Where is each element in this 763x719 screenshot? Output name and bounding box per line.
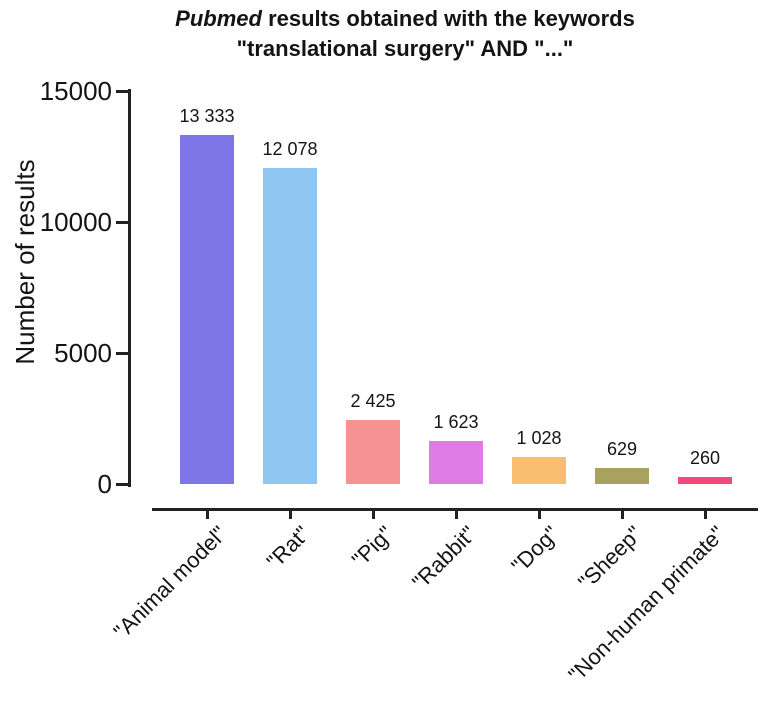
y-tick-label: 15000 (39, 76, 112, 106)
category-label: "Animal model" (108, 521, 232, 644)
category-label: "Rabbit" (406, 521, 481, 595)
y-tick-label: 10000 (39, 207, 112, 237)
y-tick-mark (116, 351, 129, 355)
category-label: "Pig" (346, 521, 398, 573)
bar (346, 420, 400, 484)
x-tick-mark (288, 508, 292, 519)
x-tick-mark (703, 508, 707, 519)
chart-title: Pubmed results obtained with the keyword… (55, 4, 755, 63)
x-tick-mark (537, 508, 541, 519)
bar (595, 467, 649, 484)
chart-title-line1: Pubmed results obtained with the keyword… (55, 4, 755, 34)
bar (429, 441, 483, 484)
bar-value-label: 2 425 (350, 391, 396, 412)
y-axis-line (128, 89, 131, 487)
y-tick-mark (116, 482, 129, 486)
bar-value-label: 629 (606, 438, 638, 459)
y-tick-label: 0 (97, 469, 112, 499)
chart-title-line2: "translational surgery" AND "..." (236, 35, 574, 61)
category-label: "Rat" (261, 521, 315, 574)
x-tick-mark (205, 508, 209, 519)
bar-value-label: 1 028 (516, 428, 562, 449)
category-label: "Non-human primate" (563, 521, 730, 688)
title-line1-rest: results obtained with the keywords (261, 6, 635, 31)
category-label: "Dog" (506, 521, 564, 579)
bar-value-label: 1 623 (433, 412, 479, 433)
bar (512, 457, 566, 484)
title-italic-word: Pubmed (175, 6, 262, 31)
y-tick-mark (116, 89, 129, 93)
y-tick-label: 5000 (54, 338, 112, 368)
y-tick-mark (116, 220, 129, 224)
bar (263, 167, 317, 484)
category-label: "Sheep" (572, 521, 647, 595)
bar (180, 134, 234, 484)
bar-value-label: 13 333 (179, 105, 235, 126)
x-tick-mark (620, 508, 624, 519)
x-tick-mark (454, 508, 458, 519)
bar-value-label: 12 078 (262, 138, 318, 159)
x-tick-mark (371, 508, 375, 519)
bar-value-label: 260 (689, 448, 721, 469)
bar (678, 477, 732, 484)
